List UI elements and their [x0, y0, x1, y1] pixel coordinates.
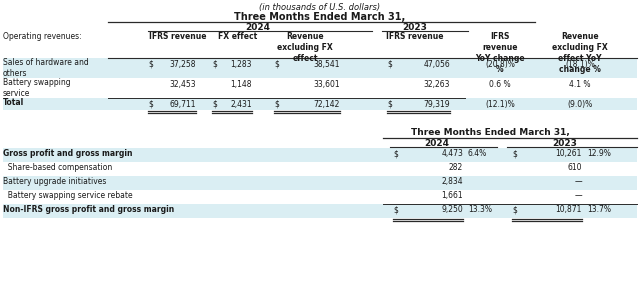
- Bar: [3, 176, 637, 190]
- Text: Share-based compensation: Share-based compensation: [3, 163, 112, 172]
- Text: 32,453: 32,453: [170, 80, 196, 89]
- Text: 2024: 2024: [246, 23, 271, 32]
- Bar: [3, 204, 637, 218]
- Text: (9.0)%: (9.0)%: [568, 100, 593, 109]
- Text: 79,319: 79,319: [424, 100, 450, 109]
- Text: 1,661: 1,661: [442, 191, 463, 200]
- Text: Battery upgrade initiatives: Battery upgrade initiatives: [3, 177, 106, 186]
- Text: (in thousands of U.S. dollars): (in thousands of U.S. dollars): [259, 3, 381, 12]
- Bar: [3, 78, 637, 98]
- Text: $: $: [387, 60, 392, 69]
- Text: 2023: 2023: [403, 23, 428, 32]
- Text: 37,258: 37,258: [170, 60, 196, 69]
- Text: —: —: [574, 191, 582, 200]
- Text: Three Months Ended March 31,: Three Months Ended March 31,: [234, 12, 406, 22]
- Text: $: $: [393, 205, 398, 214]
- Text: IFRS
revenue
YoY change
%: IFRS revenue YoY change %: [475, 32, 525, 74]
- Text: $: $: [387, 100, 392, 109]
- Bar: [3, 98, 637, 110]
- Text: 6.4%: 6.4%: [468, 149, 487, 158]
- Bar: [3, 162, 637, 176]
- Text: $: $: [212, 60, 217, 69]
- Text: 2023: 2023: [552, 139, 577, 148]
- Text: 12.9%: 12.9%: [587, 149, 611, 158]
- Text: IFRS revenue: IFRS revenue: [387, 32, 444, 41]
- Text: 10,871: 10,871: [556, 205, 582, 214]
- Text: Operating revenues:: Operating revenues:: [3, 32, 82, 41]
- Text: 2024: 2024: [424, 139, 449, 148]
- Text: 4,473: 4,473: [441, 149, 463, 158]
- Text: $: $: [274, 60, 279, 69]
- Text: Revenue
excluding FX
effect: Revenue excluding FX effect: [277, 32, 333, 63]
- Text: 9,250: 9,250: [441, 205, 463, 214]
- Text: $: $: [148, 60, 153, 69]
- Text: 47,056: 47,056: [423, 60, 450, 69]
- Text: 610: 610: [568, 163, 582, 172]
- Text: IFRS revenue: IFRS revenue: [149, 32, 207, 41]
- Text: 4.1 %: 4.1 %: [569, 80, 591, 89]
- Text: Three Months Ended March 31,: Three Months Ended March 31,: [411, 128, 570, 137]
- Text: —: —: [574, 177, 582, 186]
- Text: 1,148: 1,148: [230, 80, 252, 89]
- Text: Sales of hardware and
others: Sales of hardware and others: [3, 58, 89, 78]
- Text: $: $: [512, 149, 517, 158]
- Text: 38,541: 38,541: [314, 60, 340, 69]
- Text: 72,142: 72,142: [314, 100, 340, 109]
- Bar: [3, 190, 637, 204]
- Text: 13.3%: 13.3%: [468, 205, 492, 214]
- Text: FX effect: FX effect: [218, 32, 258, 41]
- Text: 13.7%: 13.7%: [587, 205, 611, 214]
- Text: $: $: [212, 100, 217, 109]
- Text: $: $: [393, 149, 398, 158]
- Text: $: $: [148, 100, 153, 109]
- Text: Gross profit and gross margin: Gross profit and gross margin: [3, 149, 132, 158]
- Text: $: $: [512, 205, 517, 214]
- Text: Total: Total: [3, 98, 24, 107]
- Text: 69,711: 69,711: [170, 100, 196, 109]
- Text: (12.1)%: (12.1)%: [485, 100, 515, 109]
- Text: 33,601: 33,601: [314, 80, 340, 89]
- Text: 282: 282: [449, 163, 463, 172]
- Text: 2,834: 2,834: [442, 177, 463, 186]
- Text: Battery swapping
service: Battery swapping service: [3, 78, 70, 98]
- Text: Revenue
excluding FX
effect YoY
change %: Revenue excluding FX effect YoY change %: [552, 32, 608, 74]
- Text: 2,431: 2,431: [230, 100, 252, 109]
- Text: Non-IFRS gross profit and gross margin: Non-IFRS gross profit and gross margin: [3, 205, 174, 214]
- Text: 0.6 %: 0.6 %: [489, 80, 511, 89]
- Text: (20.8)%: (20.8)%: [485, 60, 515, 69]
- Text: 32,263: 32,263: [424, 80, 450, 89]
- Bar: [3, 148, 637, 162]
- Text: (18.1)%: (18.1)%: [565, 60, 595, 69]
- Text: 1,283: 1,283: [230, 60, 252, 69]
- Text: 10,261: 10,261: [556, 149, 582, 158]
- Text: $: $: [274, 100, 279, 109]
- Bar: [3, 58, 637, 78]
- Text: Battery swapping service rebate: Battery swapping service rebate: [3, 191, 132, 200]
